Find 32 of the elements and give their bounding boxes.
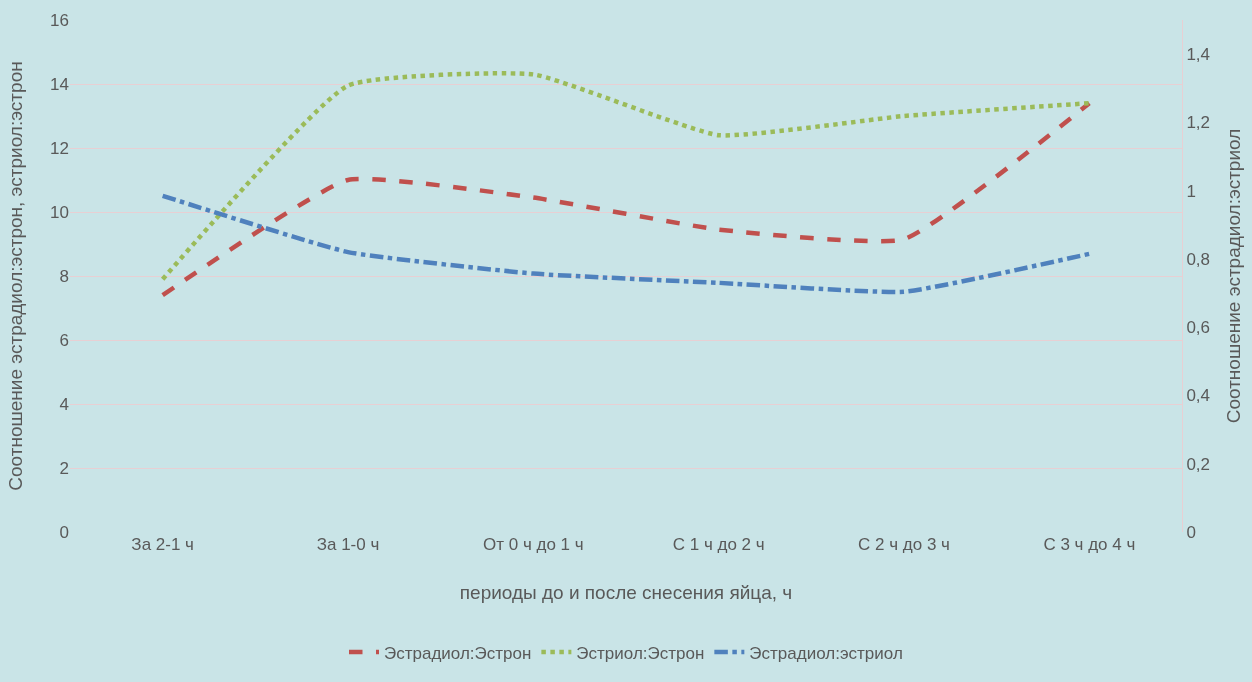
y2-tick-label: 1,4 xyxy=(1186,45,1211,65)
y2-tick-label: 0 xyxy=(1186,522,1196,542)
x-tick-label: За 1-0 ч xyxy=(316,535,380,554)
x-tick-label: С 3 ч до 4 ч xyxy=(1043,535,1136,554)
y-tick-label: 14 xyxy=(50,74,69,94)
y2-tick-label: 0,2 xyxy=(1186,454,1211,474)
y2-tick-label: 1,2 xyxy=(1186,113,1211,133)
y2-tick-label: 0,4 xyxy=(1186,386,1211,406)
y-tick-label: 2 xyxy=(59,458,69,478)
x-axis-title: периоды до и после снесения яйца, ч xyxy=(459,582,793,603)
legend-label: Эстриол:Эстрон xyxy=(576,643,705,663)
x-tick-label: С 2 ч до 3 ч xyxy=(858,535,950,554)
line-series xyxy=(160,100,1092,298)
x-tick-label: С 1 ч до 2 ч xyxy=(672,535,765,554)
y-tick-label: 10 xyxy=(50,202,69,222)
y2-tick-label: 1 xyxy=(1186,181,1196,201)
y-tick-label: 8 xyxy=(59,266,69,286)
y-tick-label: 12 xyxy=(50,138,69,158)
y-tick-label: 16 xyxy=(50,10,69,30)
y-tick-label: 6 xyxy=(59,330,69,350)
legend-label: Эстрадиол:эстриол xyxy=(749,643,903,663)
y-tick-label: 0 xyxy=(59,522,69,542)
y-tick-label: 4 xyxy=(59,394,69,414)
y2-tick-label: 0,6 xyxy=(1186,318,1211,338)
x-tick-label: От 0 ч до 1 ч xyxy=(483,535,584,554)
line-series xyxy=(160,193,1092,295)
line-series xyxy=(160,71,1092,282)
y2-axis-title: Соотношение эстрадиол:эстриол xyxy=(1222,128,1244,424)
y2-tick-label: 0,8 xyxy=(1186,249,1211,269)
y-axis-title: Соотношение эстрадиол:эстрон, эстриол:эстрон xyxy=(5,61,26,491)
x-tick-label: За 2-1 ч xyxy=(131,535,194,554)
legend-label: Эстрадиол:Эстрон xyxy=(384,643,532,663)
